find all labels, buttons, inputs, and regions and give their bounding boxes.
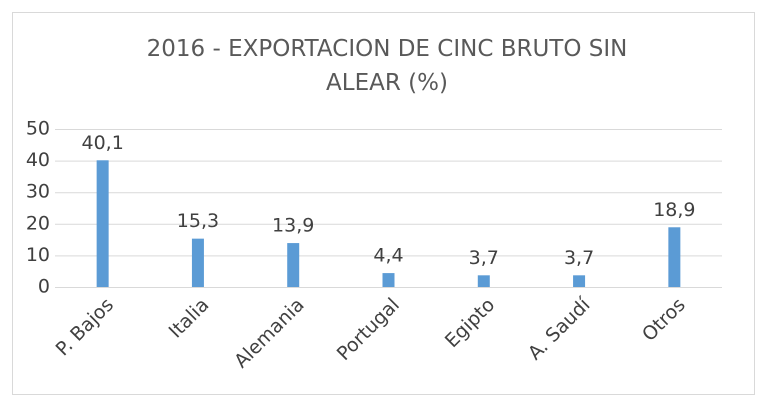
bar	[668, 227, 681, 287]
y-tick-label: 40	[26, 149, 50, 171]
bar	[191, 238, 204, 287]
y-tick-label: 0	[38, 276, 50, 298]
value-label: 18,9	[653, 199, 695, 221]
value-label: 3,7	[564, 247, 594, 269]
value-label: 3,7	[469, 247, 499, 269]
value-label: 40,1	[81, 132, 123, 154]
y-tick-label: 30	[26, 181, 50, 203]
bar	[96, 160, 109, 287]
bar	[287, 243, 300, 287]
y-tick-label: 50	[26, 118, 50, 140]
y-tick-label: 10	[26, 244, 50, 266]
bar	[382, 273, 395, 287]
value-label: 15,3	[177, 210, 219, 232]
bar	[573, 275, 586, 287]
bar	[477, 275, 490, 287]
value-label: 13,9	[272, 215, 314, 237]
y-tick-label: 20	[26, 212, 50, 234]
value-label: 4,4	[373, 245, 403, 267]
chart-title: 2016 - EXPORTACION DE CINC BRUTO SIN ALE…	[146, 36, 628, 96]
chart-border	[12, 12, 755, 395]
